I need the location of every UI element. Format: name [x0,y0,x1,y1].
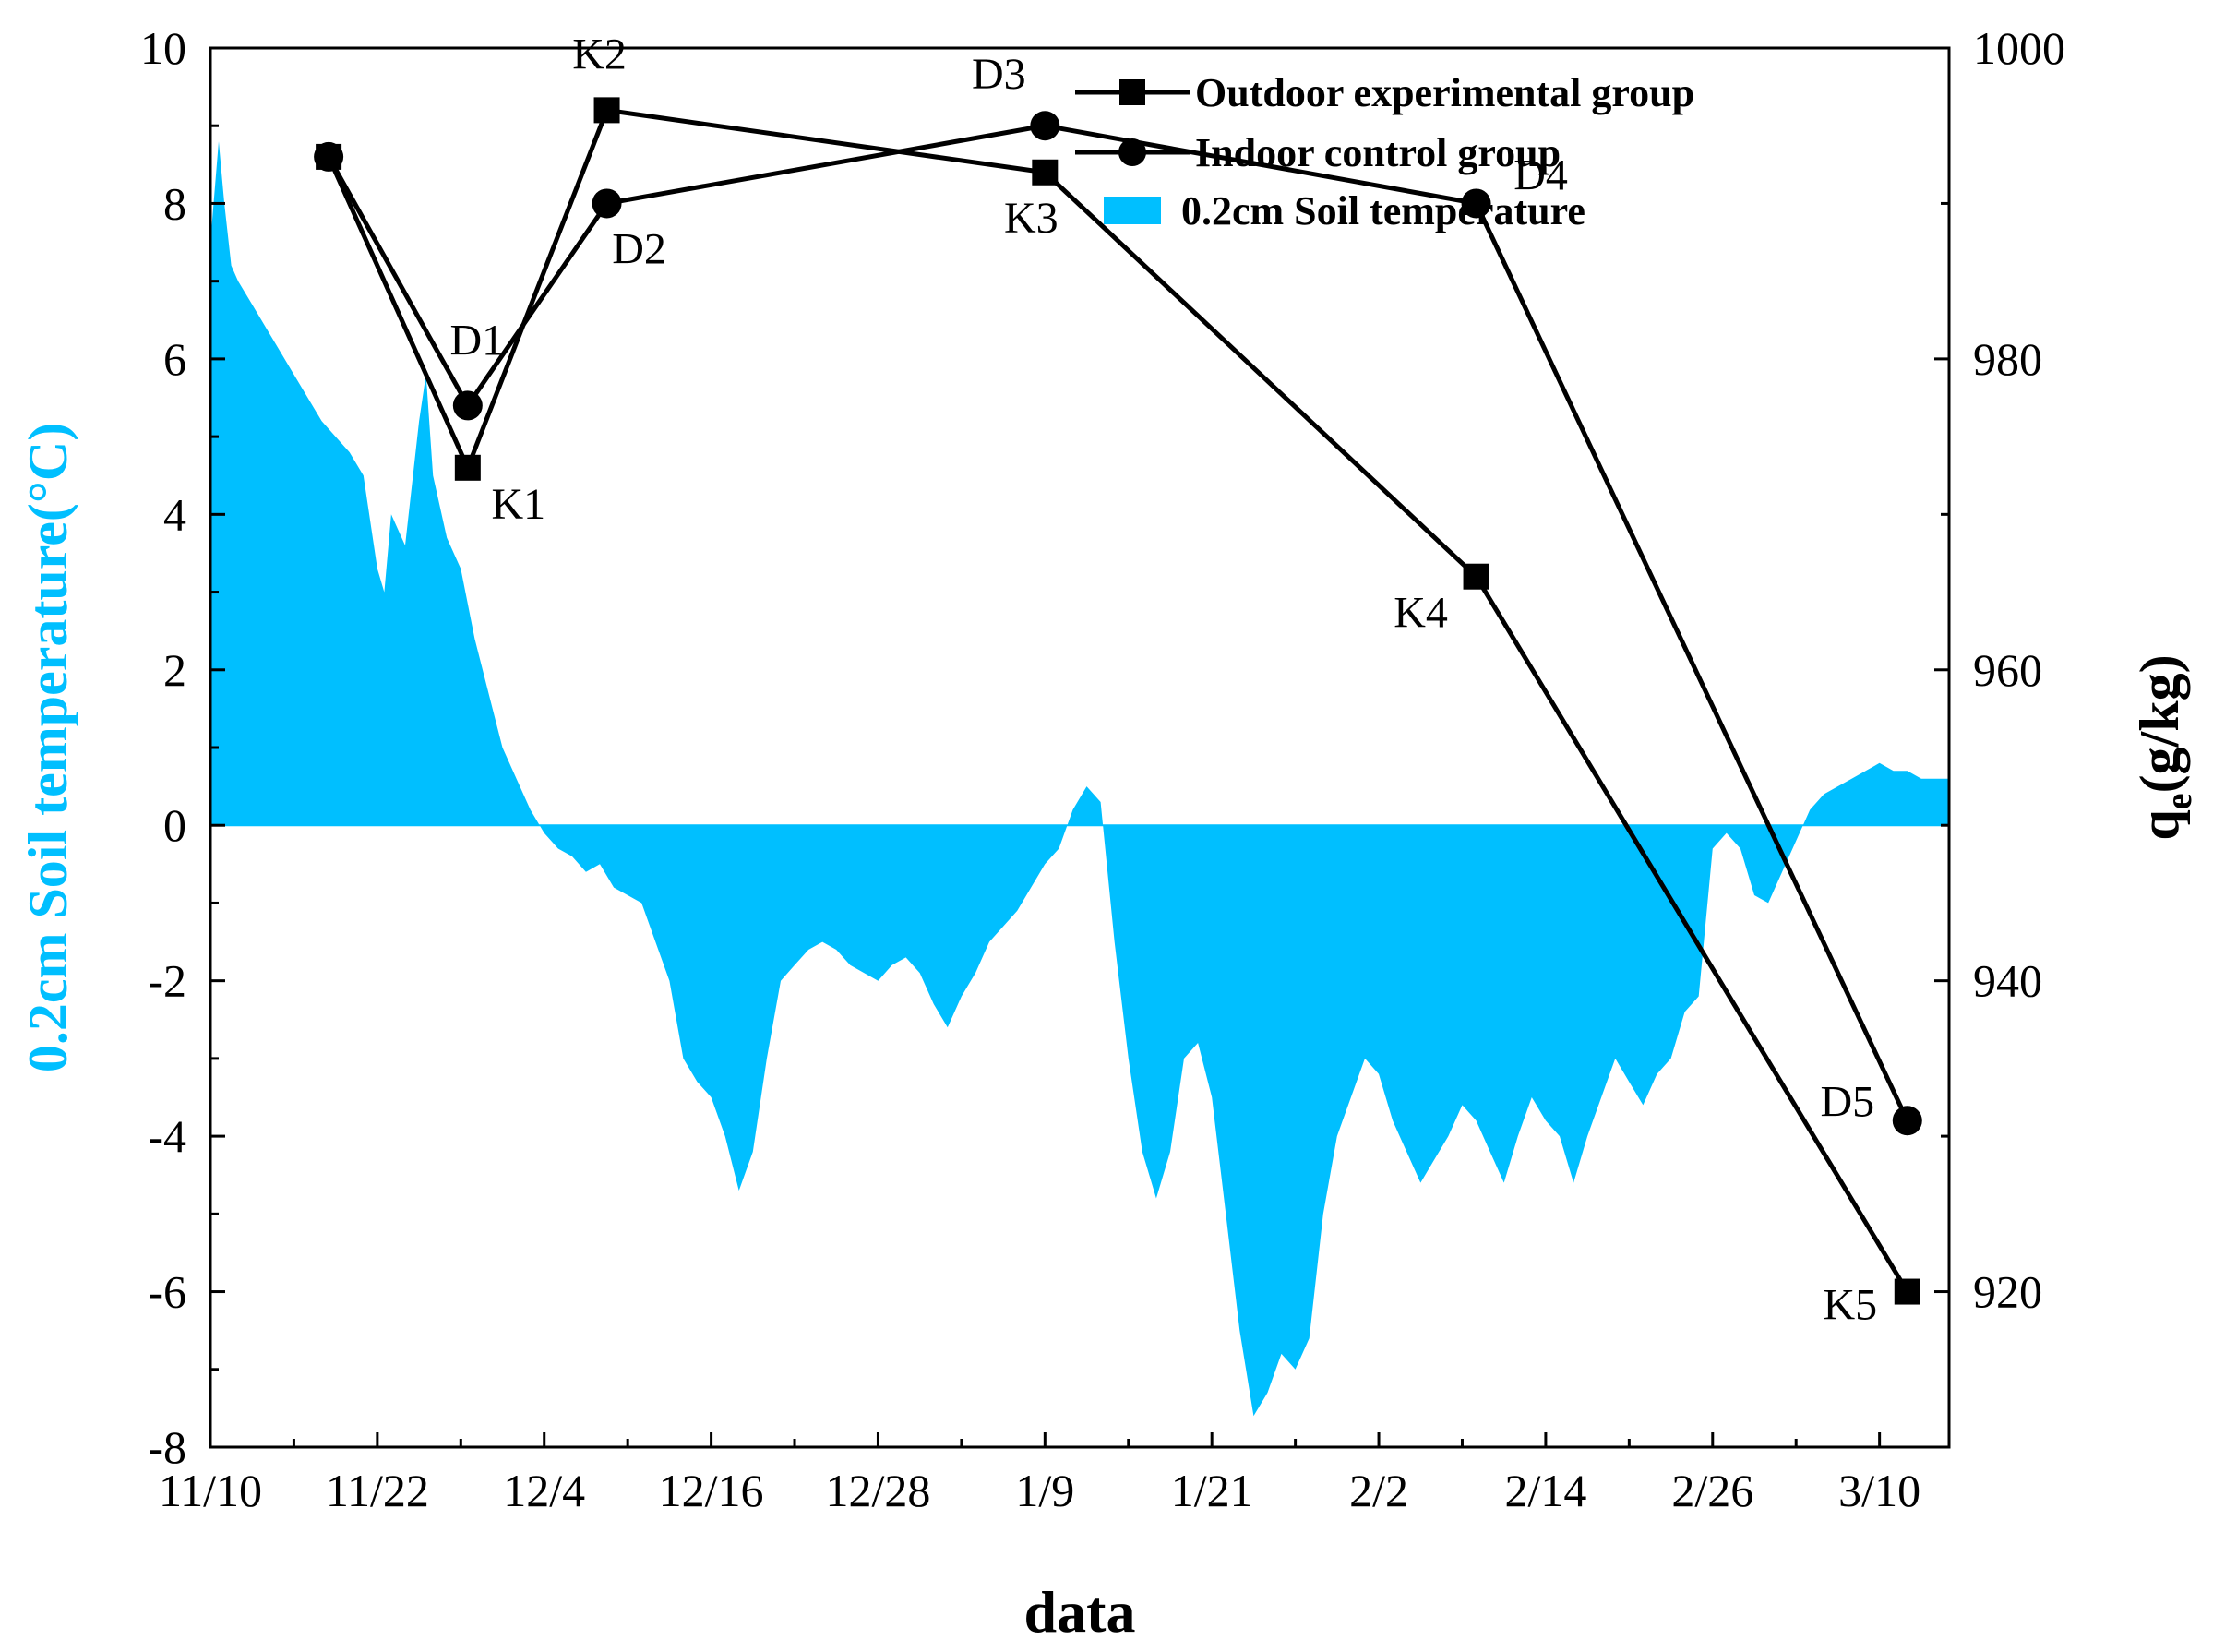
bottom-tick-label: 2/2 [1349,1465,1408,1516]
data-point-circle [1892,1106,1922,1136]
series-outdoor: K1 K2 K3 K4 K5 [316,30,1920,1330]
data-point-square [454,454,481,481]
bottom-tick-label: 12/28 [826,1465,931,1516]
left-tick-label: -8 [148,1421,186,1473]
legend-marker-outdoor [1119,79,1145,105]
bottom-tick-label: 11/22 [326,1465,429,1516]
temperature-area [210,141,1949,1417]
right-tick-label: 1000 [1973,22,2065,74]
series-line [326,123,1910,1122]
left-tick-label: 6 [163,333,186,385]
data-point-circle [1030,111,1060,141]
left-tick-label: -6 [148,1266,186,1318]
point-label: K5 [1823,1281,1877,1330]
data-point-circle [592,188,622,219]
legend-marker-indoor [1118,138,1146,166]
left-tick-label: -4 [148,1110,186,1162]
series-layer: K1 K2 K3 K4 K5 D1 D2 D3 D4 D5 [314,30,1922,1330]
bottom-tick-label: 12/4 [503,1465,585,1516]
series-indoor: D1 D2 D3 D4 D5 [314,50,1922,1136]
data-point-square [1894,1278,1920,1305]
legend-label-indoor: Indoor control group [1195,130,1561,175]
bottom-axis: 11/10 11/22 12/4 12/16 12/28 1/9 1/21 2/2 2/14 2/… [159,1432,1920,1516]
left-tick-label: -2 [148,955,186,1007]
left-axis: -8 -6 -4 -2 0 2 4 6 8 10 [140,22,225,1473]
legend-label-outdoor: Outdoor experimental group [1195,70,1694,115]
right-tick-label: 960 [1973,644,2042,696]
bottom-tick-label: 1/9 [1015,1465,1074,1516]
left-axis-title: 0.2cm Soil temperature(°C) [18,423,78,1072]
left-tick-label: 10 [140,22,186,74]
legend: Outdoor experimental group Indoor contro… [1075,70,1694,233]
left-tick-label: 2 [163,644,186,696]
bottom-tick-label: 1/21 [1171,1465,1253,1516]
left-tick-label: 4 [163,488,186,540]
point-label: K4 [1394,589,1448,638]
left-tick-label: 0 [163,799,186,851]
legend-label-temperature: 0.2cm Soil temperature [1181,188,1585,233]
point-label: D1 [449,316,504,365]
bottom-tick-label: 2/26 [1671,1465,1753,1516]
right-tick-label: 920 [1973,1266,2042,1318]
bottom-tick-label: 11/10 [159,1465,262,1516]
point-label: K1 [491,480,545,529]
bottom-tick-label: 3/10 [1838,1465,1920,1516]
legend-marker-temperature [1104,197,1161,224]
point-label: D3 [972,50,1026,99]
right-axis-title: qe(g/kg) [2129,654,2199,840]
point-label: D2 [612,224,666,273]
data-point-square [1463,563,1489,590]
right-axis-title-sub: e [2158,793,2199,809]
right-tick-label: 940 [1973,955,2042,1007]
point-label: D4 [1513,150,1568,199]
right-tick-label: 980 [1973,333,2042,385]
data-point-circle [314,141,344,172]
series-line [326,107,1909,1293]
x-axis-title: data [1024,1579,1136,1645]
left-tick-label: 8 [163,177,186,229]
bottom-tick-label: 2/14 [1504,1465,1586,1516]
data-point-circle [452,390,483,421]
point-label: D5 [1820,1077,1874,1126]
point-label: K2 [572,30,627,78]
data-point-square [1032,159,1059,186]
right-axis: 920 940 960 980 1000 [1934,22,2065,1449]
data-point-circle [1461,188,1491,219]
right-axis-title-unit: (g/kg) [2129,654,2190,793]
data-point-square [593,97,620,124]
point-label: K3 [1004,194,1059,243]
right-axis-title-main: q [2129,809,2190,840]
bottom-tick-label: 12/16 [659,1465,764,1516]
